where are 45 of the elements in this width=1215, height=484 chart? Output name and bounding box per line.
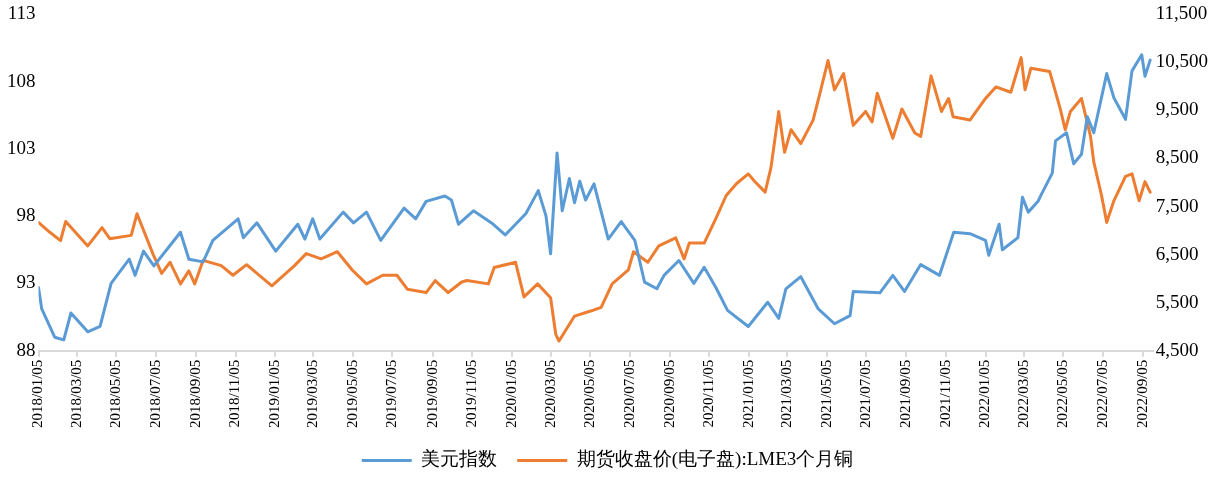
x-tick-label: 2020/01/05 <box>502 359 519 429</box>
x-tick-label: 2022/01/05 <box>976 359 993 429</box>
x-tick-label: 2019/09/05 <box>423 359 440 429</box>
y2-tick-label: 8,500 <box>1155 146 1199 168</box>
x-tick-label: 2019/03/05 <box>304 359 321 429</box>
x-tick-label: 2018/01/05 <box>29 359 46 429</box>
y2-tick-label: 9,500 <box>1155 98 1199 120</box>
y2-tick-label: 5,500 <box>1155 290 1199 312</box>
x-tick-label: 2021/05/05 <box>817 359 834 429</box>
y-tick-label: 113 <box>7 2 36 24</box>
x-tick-label: 2019/05/05 <box>343 359 360 429</box>
x-tick-label: 2018/11/05 <box>226 359 243 428</box>
x-tick-label: 2020/11/05 <box>700 359 717 428</box>
x-tick-label: 2019/01/05 <box>266 359 283 429</box>
x-tick-label: 2021/09/05 <box>897 359 914 429</box>
y-tick-label: 98 <box>16 204 36 226</box>
x-tick-label: 2021/01/05 <box>739 359 756 429</box>
x-tick-label: 2018/09/05 <box>186 359 203 429</box>
x-tick-label: 2020/05/05 <box>581 359 598 429</box>
x-tick-label: 2020/07/05 <box>620 359 637 429</box>
x-tick-label: 2022/09/05 <box>1133 359 1150 429</box>
y2-tick-label: 7,500 <box>1155 194 1199 216</box>
y-tick-label: 108 <box>7 69 36 91</box>
y2-tick-label: 6,500 <box>1155 242 1199 264</box>
y-tick-label: 88 <box>16 338 36 360</box>
x-tick-label: 2018/05/05 <box>107 359 124 429</box>
x-tick-label: 2021/03/05 <box>778 359 795 429</box>
x-tick-label: 2019/11/05 <box>463 359 480 428</box>
x-tick-label: 2022/05/05 <box>1054 359 1071 429</box>
legend-label: 期货收盘价(电子盘):LME3个月铜 <box>576 448 854 471</box>
x-tick-label: 2018/03/05 <box>67 359 84 429</box>
y2-tick-label: 10,500 <box>1155 50 1208 72</box>
x-tick-label: 2018/07/05 <box>146 359 163 429</box>
y-tick-label: 93 <box>16 271 36 293</box>
x-tick-label: 2019/07/05 <box>383 359 400 429</box>
y-tick-label: 103 <box>7 136 36 158</box>
x-tick-label: 2020/03/05 <box>541 359 558 429</box>
y2-tick-label: 4,500 <box>1155 338 1199 360</box>
x-tick-label: 2022/07/05 <box>1093 359 1110 429</box>
x-tick-label: 2020/09/05 <box>660 359 677 429</box>
x-tick-label: 2021/07/05 <box>857 359 874 429</box>
x-tick-label: 2021/11/05 <box>936 359 953 428</box>
legend-label: 美元指数 <box>421 448 498 470</box>
x-tick-label: 2022/03/05 <box>1014 359 1031 429</box>
y2-tick-label: 11,500 <box>1155 2 1208 24</box>
